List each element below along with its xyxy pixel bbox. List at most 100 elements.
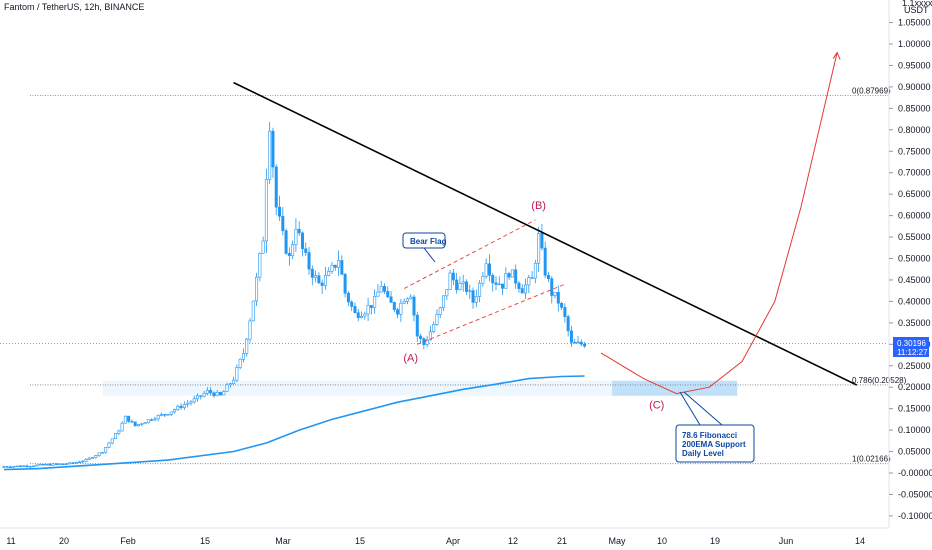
candle-body	[343, 274, 347, 294]
price-axis[interactable]: 1.05000 1.00000 0.95000 0.90000 0.85000 0.800…	[888, 0, 932, 528]
candle-body	[458, 283, 462, 291]
price-tick-label: 0.70000	[898, 168, 931, 178]
candle-body	[133, 421, 137, 427]
candle-body	[474, 296, 478, 303]
candle-body	[87, 457, 91, 460]
candle-body	[442, 295, 446, 309]
candle-body	[478, 282, 482, 297]
price-tick-label: -0.00000	[898, 468, 932, 478]
price-tick-label: 0.75000	[898, 146, 931, 156]
bear-flag-label: Bear Flag	[410, 237, 447, 246]
candle-body	[117, 430, 121, 434]
candle-body	[294, 228, 298, 245]
candle-body	[58, 463, 62, 465]
candle-body	[448, 272, 452, 290]
time-tick-label: May	[608, 536, 626, 546]
candle-body	[28, 465, 32, 468]
price-tick-label: 0.10000	[898, 425, 931, 435]
candle-body	[563, 307, 567, 317]
candle-body	[212, 392, 216, 397]
candle-body	[209, 389, 213, 394]
price-tick-label: 0.95000	[898, 60, 931, 70]
time-tick-label: Feb	[120, 536, 136, 546]
candle-body	[560, 303, 564, 308]
candle-body	[504, 273, 508, 289]
candle-body	[130, 421, 134, 423]
candle-body	[373, 296, 377, 308]
candle-body	[451, 272, 455, 281]
candle-body	[156, 415, 160, 420]
candle-body	[41, 463, 45, 466]
time-tick-label: 14	[855, 536, 865, 546]
bear-flag-callout[interactable]: Bear Flag	[402, 232, 447, 263]
candle-body	[550, 278, 554, 296]
candle-body	[222, 391, 226, 396]
candle-body	[491, 274, 495, 284]
time-tick-label: Mar	[275, 536, 291, 546]
fib-callout-line1: 78.6 Fibonacci	[682, 431, 737, 440]
candle-body	[202, 393, 206, 397]
candle-body	[412, 296, 416, 316]
candle-body	[363, 313, 367, 317]
price-tick-label: 0.90000	[898, 82, 931, 92]
candle-body	[314, 275, 318, 278]
candle-body	[48, 463, 52, 466]
candle-body	[218, 392, 222, 396]
candle-body	[68, 462, 72, 465]
fib-level-label: 1(0.02166)	[852, 455, 891, 464]
candle-body	[527, 277, 531, 286]
fib-callout-line3: Daily Level	[682, 449, 724, 458]
candle-body	[546, 274, 550, 279]
fib-level-label: 0.786(0.20528)	[852, 376, 907, 385]
candle-body	[140, 423, 144, 425]
candle-body	[537, 233, 541, 264]
candle-body	[284, 230, 288, 254]
candle-body	[9, 466, 13, 469]
candle-body	[356, 312, 360, 318]
candle-body	[110, 438, 114, 444]
candle-body	[232, 379, 236, 384]
price-tick-label: 0.05000	[898, 447, 931, 457]
candle-body	[297, 228, 301, 234]
candle-body	[455, 279, 459, 291]
fib-callout-line2: 200EMA Support	[682, 440, 746, 449]
candle-body	[235, 367, 239, 381]
candle-body	[192, 398, 196, 403]
time-tick-label: 15	[355, 536, 365, 546]
time-axis[interactable]: 11 20 Feb 15 Mar 15 Apr 12 21 May 10 19 Jun 14	[0, 527, 889, 546]
candle-body	[419, 335, 423, 339]
candle-body	[445, 289, 449, 297]
candle-body	[182, 404, 186, 408]
target-zone-box	[612, 380, 737, 396]
candle-body	[323, 275, 327, 286]
candle-body	[71, 462, 75, 464]
fib-callout[interactable]: 78.6 Fibonacci 200EMA Support Daily Leve…	[675, 391, 755, 463]
candle-body	[346, 292, 350, 303]
candle-body	[409, 296, 413, 300]
price-tick-label: 0.45000	[898, 275, 931, 285]
candle-body	[166, 414, 170, 416]
candle-body	[530, 277, 534, 279]
candle-body	[228, 383, 232, 386]
candle-body	[583, 343, 587, 347]
time-tick-label: Apr	[446, 536, 460, 546]
candle-body	[186, 402, 190, 405]
candle-body	[340, 260, 344, 275]
candle-body	[199, 395, 203, 397]
candle-body	[386, 291, 390, 298]
candle-body	[205, 389, 209, 394]
ema-200-path	[3, 375, 585, 471]
candle-body	[540, 233, 544, 249]
time-tick-label: 15	[200, 536, 210, 546]
candle-body	[51, 463, 55, 466]
candle-body	[81, 460, 85, 463]
candle-body	[428, 331, 432, 341]
candle-body	[241, 353, 245, 360]
candle-body	[501, 283, 505, 289]
candle-body	[173, 409, 177, 413]
candle-body	[330, 264, 334, 272]
candle-body	[32, 465, 36, 468]
candle-body	[38, 463, 42, 466]
time-tick-label: 19	[710, 536, 720, 546]
